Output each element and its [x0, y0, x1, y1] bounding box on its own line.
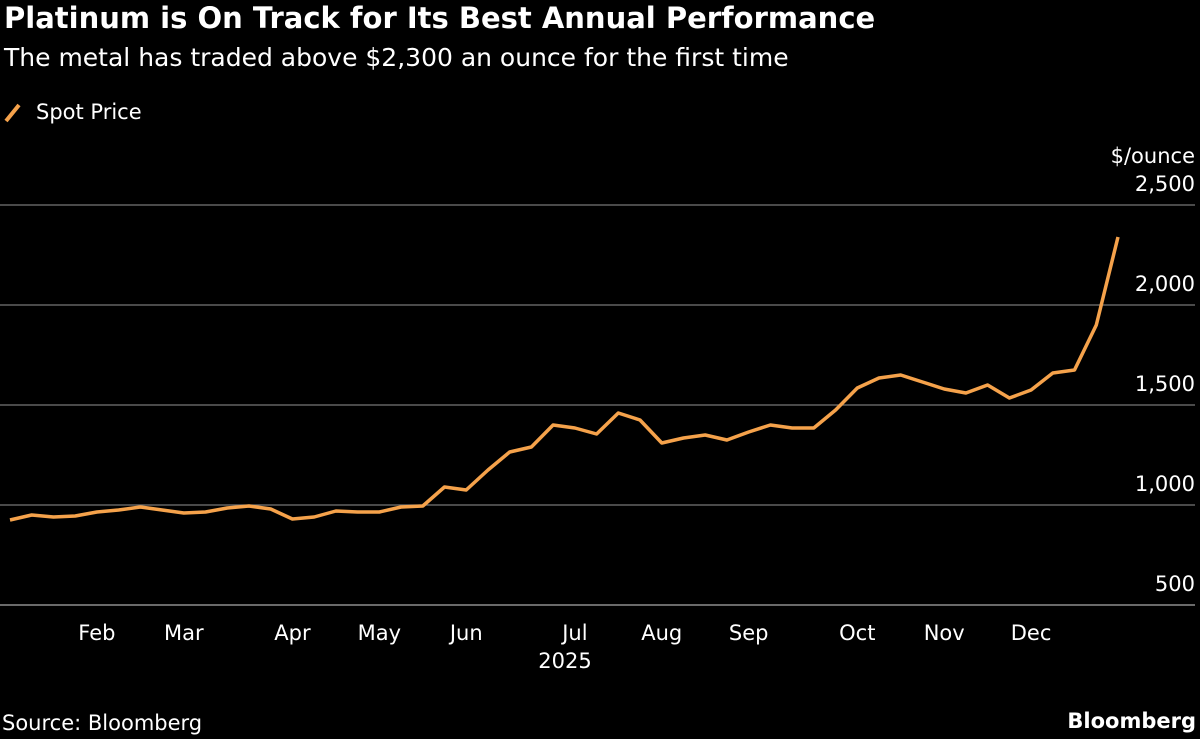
x-tick-label: Sep: [729, 621, 769, 645]
line-series: [9, 236, 1120, 522]
y-tick-label: 1,000: [1135, 472, 1195, 496]
y-unit: $/ounce: [1111, 144, 1195, 168]
x-tick-label: Apr: [274, 621, 311, 645]
x-tick-label: Aug: [641, 621, 682, 645]
x-tick-label: Dec: [1011, 621, 1052, 645]
x-tick-label: May: [358, 621, 401, 645]
chart-title: Platinum is On Track for Its Best Annual…: [4, 1, 875, 35]
y-tick-label: 1,500: [1135, 372, 1195, 396]
x-tick-label: Oct: [839, 621, 875, 645]
x-tick-label: Jun: [448, 621, 483, 645]
legend-label: Spot Price: [36, 100, 142, 124]
y-tick-label: 500: [1155, 572, 1195, 596]
y-tick-label: 2,000: [1135, 272, 1195, 296]
brand: Bloomberg: [1067, 709, 1196, 733]
y-tick-label: 2,500: [1135, 172, 1195, 196]
x-axis-label: 2025: [538, 649, 591, 673]
chart-subtitle: The metal has traded above $2,300 an oun…: [3, 43, 789, 72]
x-tick-label: Feb: [78, 621, 115, 645]
x-tick-label: Nov: [924, 621, 965, 645]
source: Source: Bloomberg: [2, 711, 202, 735]
x-tick-label: Mar: [164, 621, 204, 645]
legend-swatch: [4, 103, 21, 123]
x-tick-label: Jul: [560, 621, 587, 645]
